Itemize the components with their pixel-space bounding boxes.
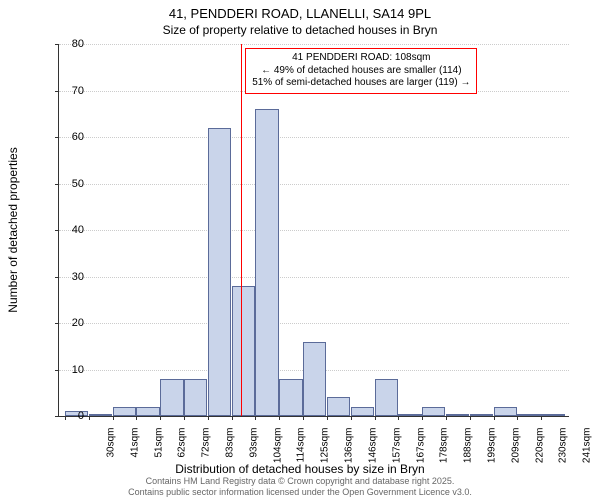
gridline <box>59 44 569 45</box>
gridline <box>59 137 569 138</box>
annotation-box: 41 PENDDERI ROAD: 108sqm ← 49% of detach… <box>245 48 477 94</box>
xtick-mark <box>184 416 185 420</box>
xtick-label: 83sqm <box>225 428 236 478</box>
xtick-mark <box>327 416 328 420</box>
histogram-bar <box>232 286 255 416</box>
xtick-mark <box>351 416 352 420</box>
xtick-label: 220sqm <box>534 428 545 478</box>
xtick-mark <box>398 416 399 420</box>
histogram-bar <box>136 407 159 416</box>
footer-line2: Contains public sector information licen… <box>0 487 600 498</box>
xtick-label: 146sqm <box>367 428 378 478</box>
xtick-mark <box>470 416 471 420</box>
xtick-mark <box>208 416 209 420</box>
footer-attribution: Contains HM Land Registry data © Crown c… <box>0 476 600 498</box>
histogram-bar <box>446 414 469 416</box>
xtick-label: 199sqm <box>486 428 497 478</box>
histogram-bar <box>160 379 183 416</box>
gridline <box>59 230 569 231</box>
histogram-bar <box>113 407 136 416</box>
ytick-label: 10 <box>54 364 84 376</box>
xtick-label: 136sqm <box>344 428 355 478</box>
histogram-bar <box>351 407 374 416</box>
histogram-bar <box>208 128 231 416</box>
histogram-bar <box>541 414 564 416</box>
xtick-mark <box>232 416 233 420</box>
gridline <box>59 277 569 278</box>
xtick-label: 178sqm <box>439 428 450 478</box>
ytick-label: 80 <box>54 38 84 50</box>
histogram-bar <box>279 379 302 416</box>
ytick-label: 30 <box>54 271 84 283</box>
histogram-bar <box>184 379 207 416</box>
ytick-label: 60 <box>54 131 84 143</box>
xtick-label: 62sqm <box>177 428 188 478</box>
xtick-mark <box>255 416 256 420</box>
xtick-label: 188sqm <box>463 428 474 478</box>
ytick-label: 70 <box>54 85 84 97</box>
xtick-label: 41sqm <box>129 428 140 478</box>
xtick-mark <box>517 416 518 420</box>
xtick-mark <box>303 416 304 420</box>
xtick-mark <box>494 416 495 420</box>
histogram-bar <box>517 414 540 416</box>
xtick-label: 30sqm <box>106 428 117 478</box>
histogram-bar <box>422 407 445 416</box>
histogram-bar <box>327 397 350 416</box>
xtick-mark <box>541 416 542 420</box>
plot-area: 41 PENDDERI ROAD: 108sqm ← 49% of detach… <box>58 44 569 417</box>
ytick-label: 40 <box>54 224 84 236</box>
footer-line1: Contains HM Land Registry data © Crown c… <box>0 476 600 487</box>
xtick-label: 241sqm <box>582 428 593 478</box>
ytick-label: 20 <box>54 317 84 329</box>
xtick-label: 230sqm <box>558 428 569 478</box>
marker-line <box>241 44 242 416</box>
histogram-bar <box>303 342 326 416</box>
xtick-label: 72sqm <box>201 428 212 478</box>
annotation-line2: ← 49% of detached houses are smaller (11… <box>252 65 470 78</box>
xtick-mark <box>89 416 90 420</box>
xtick-label: 51sqm <box>153 428 164 478</box>
xtick-mark <box>375 416 376 420</box>
xtick-label: 114sqm <box>296 428 307 478</box>
histogram-bar <box>375 379 398 416</box>
histogram-bar <box>89 414 112 416</box>
histogram-bar <box>398 414 421 416</box>
annotation-line3: 51% of semi-detached houses are larger (… <box>252 77 470 90</box>
xtick-label: 209sqm <box>510 428 521 478</box>
xtick-mark <box>160 416 161 420</box>
xtick-label: 93sqm <box>248 428 259 478</box>
xtick-mark <box>422 416 423 420</box>
xtick-mark <box>279 416 280 420</box>
annotation-line1: 41 PENDDERI ROAD: 108sqm <box>252 52 470 65</box>
xtick-mark <box>136 416 137 420</box>
chart-title: 41, PENDDERI ROAD, LLANELLI, SA14 9PL <box>0 0 600 21</box>
histogram-bar <box>494 407 517 416</box>
xtick-label: 157sqm <box>391 428 402 478</box>
xtick-label: 125sqm <box>320 428 331 478</box>
histogram-bar <box>255 109 278 416</box>
xtick-label: 104sqm <box>272 428 283 478</box>
chart-subtitle: Size of property relative to detached ho… <box>0 21 600 37</box>
histogram-bar <box>470 414 493 416</box>
gridline <box>59 323 569 324</box>
xtick-mark <box>446 416 447 420</box>
y-axis-label: Number of detached properties <box>6 147 20 312</box>
ytick-label: 50 <box>54 178 84 190</box>
chart-container: 41, PENDDERI ROAD, LLANELLI, SA14 9PL Si… <box>0 0 600 500</box>
xtick-label: 167sqm <box>415 428 426 478</box>
gridline <box>59 184 569 185</box>
ytick-label: 0 <box>54 410 84 422</box>
xtick-mark <box>113 416 114 420</box>
